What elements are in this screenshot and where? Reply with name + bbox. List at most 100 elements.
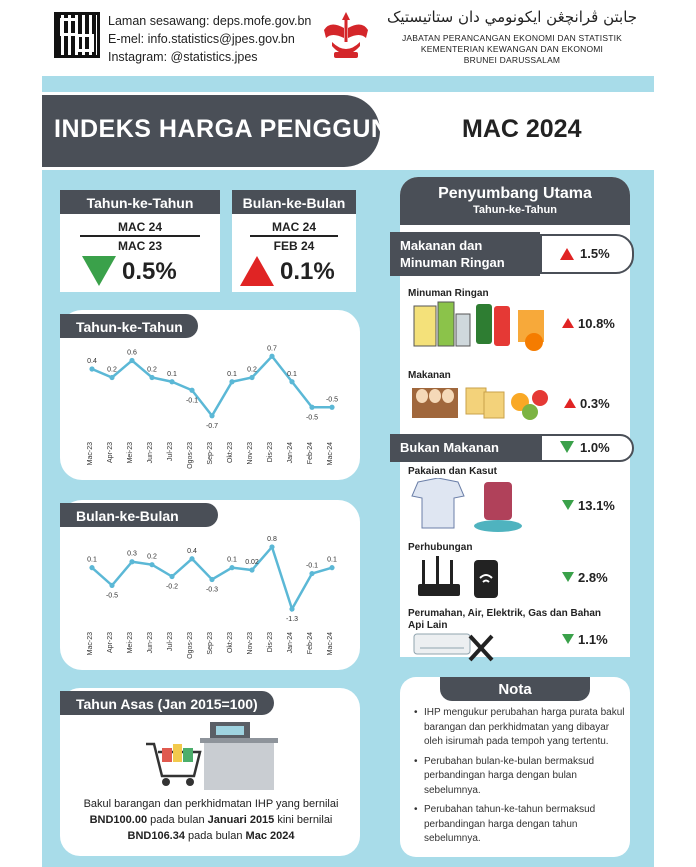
data-label: 0.2 (147, 554, 157, 561)
data-label: 0.8 (267, 536, 277, 543)
data-label: 0.3 (127, 551, 137, 558)
x-tick-label: Mei-23 (127, 632, 134, 654)
data-label: 0.1 (327, 557, 337, 564)
item-clothing-label: Pakaian dan Kasut (408, 466, 497, 477)
data-point (269, 544, 275, 550)
contact-instagram[interactable]: Instagram: @statistics.jpes (108, 50, 258, 64)
series-line (91, 354, 332, 418)
x-tick-label: Feb-24 (307, 442, 314, 464)
page-title: INDEKS HARGA PENGGUNA (54, 115, 409, 143)
item-housing-value: 1.1% (578, 632, 608, 647)
item-transport-label: Perhubungan (408, 542, 473, 553)
ministry-name: KEMENTERIAN KEWANGAN DAN EKONOMI (420, 44, 604, 54)
data-point (129, 559, 135, 565)
summary-card-mom-base: FEB 24 (273, 239, 315, 253)
data-point (329, 404, 335, 410)
x-tick-label: Mac-24 (327, 442, 334, 465)
data-label: -0.5 (106, 592, 118, 599)
data-label: 0.1 (287, 371, 297, 378)
category-food-value: 1.5% (580, 246, 610, 261)
data-point (309, 404, 315, 410)
x-tick-label: Dis-23 (267, 442, 274, 462)
data-point (89, 366, 95, 372)
chart-yoy-box (60, 310, 360, 480)
summary-card-yoy-base: MAC 23 (117, 239, 162, 253)
data-point (249, 567, 255, 573)
up-arrow-icon (564, 398, 576, 408)
data-point (309, 570, 315, 577)
aircon-tools-icon (413, 633, 494, 662)
item-food-value: 0.3% (580, 396, 610, 411)
summary-card-yoy-value: 0.5% (122, 258, 177, 285)
qr-code[interactable] (54, 12, 100, 58)
data-point (109, 374, 115, 381)
data-label: -0.3 (206, 586, 218, 593)
country-name: BRUNEI DARUSSALAM (463, 55, 561, 65)
jawi-department-name: جابتن ڤرانچڠن ايکونومي دان ستاتيستيک (386, 8, 638, 26)
data-point (229, 379, 235, 385)
contact-website[interactable]: Laman sesawang: deps.mofe.gov.bn (108, 14, 312, 28)
contributors-subtitle: Tahun-ke-Tahun (473, 204, 557, 216)
summary-card-mom-divider (250, 235, 338, 237)
data-point (189, 556, 195, 562)
note-item: Perubahan bulan-ke-bulan bermaksud perba… (414, 755, 626, 799)
item-food-label: Makanan (408, 370, 451, 381)
food-icon (412, 387, 548, 420)
data-point (169, 379, 175, 385)
x-tick-label: Mac-23 (87, 442, 94, 465)
x-tick-label: Mac-24 (327, 632, 334, 655)
data-point (209, 413, 215, 419)
data-label: -0.7 (206, 423, 218, 430)
data-label: 0.1 (227, 557, 237, 564)
base-year-title: Tahun Asas (Jan 2015=100) (60, 691, 274, 715)
data-point (289, 606, 295, 612)
x-tick-label: Mac-23 (87, 632, 94, 655)
data-point (249, 374, 255, 381)
x-tick-label: Jun-23 (147, 632, 154, 654)
category-food-label-1: Makanan dan (400, 238, 483, 253)
x-tick-label: Apr-23 (107, 632, 114, 653)
brunei-crest-icon (324, 12, 368, 58)
down-arrow-icon (562, 500, 574, 510)
item-soft-drinks-label: Minuman Ringan (408, 288, 489, 299)
summary-card-mom-value: 0.1% (280, 258, 335, 285)
data-point (189, 387, 195, 393)
summary-card-mom-tab: Bulan-ke-Bulan (232, 190, 356, 214)
up-arrow-icon (562, 318, 574, 328)
data-label: 0.2 (247, 367, 257, 374)
notes-title: Nota (440, 677, 590, 701)
category-food-label-2: Minuman Ringan (400, 254, 505, 270)
data-label: -0.1 (306, 563, 318, 570)
current-amount: BND106.34 (127, 829, 185, 842)
summary-card-yoy-divider (80, 235, 200, 237)
data-label: 0.2 (147, 367, 157, 374)
data-point (149, 374, 155, 381)
chart-mom-title: Bulan-ke-Bulan (60, 503, 218, 527)
chart-mom: 0.1 Mac-23 -0.5 Apr-23 0.3 Mei-23 0.2 Jun-23 -0.… (87, 536, 337, 659)
x-tick-label: Apr-23 (107, 442, 114, 463)
x-tick-label: Feb-24 (307, 632, 314, 654)
category-nonfood-value: 1.0% (580, 440, 610, 455)
data-point (329, 565, 335, 571)
note-item: Perubahan tahun-ke-tahun bermaksud perba… (414, 803, 626, 847)
category-food-tab: Makanan dan Minuman Ringan (390, 232, 540, 276)
x-tick-label: Ogos-23 (187, 442, 194, 469)
down-arrow-icon (562, 572, 574, 582)
item-soft-drinks-value: 10.8% (578, 316, 615, 331)
contact-email[interactable]: E-mel: info.statistics@jpes.gov.bn (108, 32, 295, 46)
x-tick-label: Okt-23 (227, 632, 234, 653)
data-point (89, 565, 95, 571)
clothing-footwear-icon (411, 478, 522, 532)
data-label: 0.2 (107, 367, 117, 374)
data-label: 0.02 (245, 559, 259, 566)
contributors-title: Penyumbang Utama (438, 185, 592, 202)
down-arrow-icon (82, 256, 116, 286)
data-label: 0.1 (227, 371, 237, 378)
item-clothing-value: 13.1% (578, 498, 615, 513)
x-tick-label: Ogos-23 (187, 632, 194, 659)
x-tick-label: Okt-23 (227, 442, 234, 463)
data-label: -0.5 (306, 414, 318, 421)
x-tick-label: Sep-23 (207, 632, 214, 655)
summary-card-yoy-current: MAC 24 (117, 220, 162, 234)
data-label: 0.4 (87, 358, 97, 365)
